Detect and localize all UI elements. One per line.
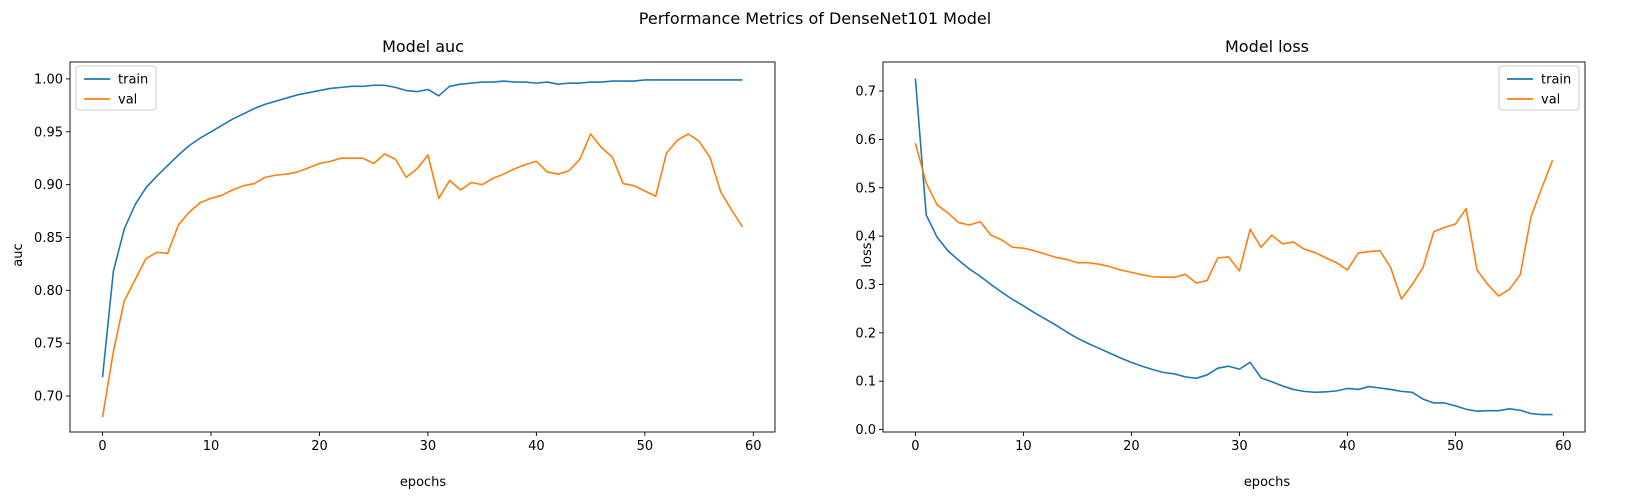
- x-tick-label: 10: [1015, 439, 1032, 454]
- loss-chart-panel: Model loss epochs loss 0 10 20 30 40 50 60 0.0 0…: [855, 37, 1586, 490]
- legend: train val: [75, 65, 157, 111]
- y-axis-label: auc: [11, 243, 26, 266]
- x-tick-label: 50: [1447, 439, 1464, 454]
- x-tick-label: 20: [311, 439, 328, 454]
- y-tick-label: 0.70: [34, 390, 63, 405]
- y-tick-label: 0.6: [855, 133, 876, 148]
- legend-label-train: train: [1541, 73, 1571, 88]
- y-tick-label: 0.85: [34, 231, 63, 246]
- series-line-train: [914, 78, 1553, 416]
- y-tick-label: 0.5: [855, 181, 876, 196]
- y-tick-label: 0.95: [34, 125, 63, 140]
- series-line-val: [914, 143, 1554, 300]
- legend-label-train: train: [118, 73, 148, 88]
- axes-frame: [69, 61, 776, 433]
- y-tick-label: 0.75: [34, 337, 63, 352]
- y-tick-label: 0.90: [34, 178, 63, 193]
- figure-suptitle: Performance Metrics of DenseNet101 Model: [639, 9, 991, 28]
- y-tick-label: 0.7: [855, 85, 876, 100]
- auc-chart-panel: Model auc epochs auc 0 10 20 30 40 50 60 0.70 0.…: [11, 37, 776, 490]
- y-tick-label: 0.4: [855, 230, 876, 245]
- y-tick-label: 1.00: [34, 72, 63, 87]
- x-tick-label: 60: [745, 439, 762, 454]
- x-tick-label: 40: [528, 439, 545, 454]
- chart-title: Model auc: [382, 37, 464, 56]
- y-tick-label: 0.2: [855, 326, 876, 341]
- y-tick-label: 0.80: [34, 284, 63, 299]
- legend-label-val: val: [118, 93, 137, 108]
- x-tick-label: 0: [98, 439, 106, 454]
- y-axis-label: loss: [860, 242, 875, 267]
- legend-label-val: val: [1541, 93, 1560, 108]
- series-line-train: [101, 79, 743, 378]
- chart-title: Model loss: [1225, 37, 1309, 56]
- series-line-val: [101, 133, 744, 418]
- y-tick-label: 0.3: [855, 278, 876, 293]
- legend: train val: [1498, 65, 1580, 111]
- x-tick-label: 60: [1555, 439, 1572, 454]
- x-tick-label: 0: [911, 439, 919, 454]
- axes-frame: [882, 61, 1586, 433]
- x-tick-label: 40: [1339, 439, 1356, 454]
- x-tick-label: 50: [637, 439, 654, 454]
- x-axis-label: epochs: [400, 475, 447, 490]
- y-tick-label: 0.0: [855, 423, 876, 438]
- x-tick-label: 30: [1231, 439, 1248, 454]
- x-tick-label: 30: [420, 439, 437, 454]
- y-tick-label: 0.1: [855, 375, 876, 390]
- x-axis-label: epochs: [1244, 475, 1291, 490]
- x-tick-label: 10: [203, 439, 220, 454]
- x-tick-label: 20: [1123, 439, 1140, 454]
